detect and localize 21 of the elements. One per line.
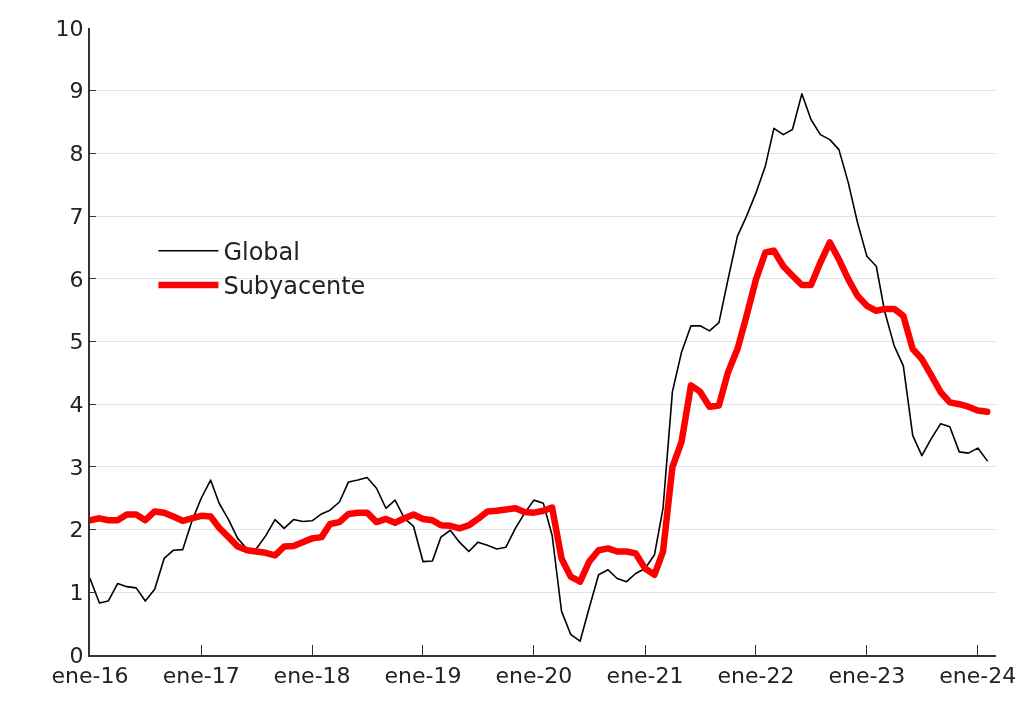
x-tick-label: ene-23 [828,663,906,689]
legend-label: Global [223,238,300,267]
x-tick-label: ene-17 [162,663,240,689]
y-tick-label: 9 [69,78,84,104]
x-tick-label: ene-20 [495,663,573,689]
y-tick-label: 5 [69,329,84,355]
y-tick-label: 4 [69,391,84,417]
legend-label: Subyacente [223,272,366,301]
line-series [90,93,988,643]
x-tick-label: ene-19 [384,663,462,689]
x-tick-label: ene-22 [717,663,795,689]
y-tick-label: 3 [69,454,84,480]
x-tick-label: ene-24 [939,663,1017,689]
y-tick-label: 1 [69,580,84,605]
x-tick-label: ene-18 [273,663,351,689]
y-tick-label: 7 [69,203,84,229]
x-tick-label: ene-21 [606,663,684,689]
y-tick-label: 2 [69,517,84,543]
y-tick-label: 6 [69,266,84,292]
y-tick-label: 10 [55,15,84,41]
y-tick-label: 8 [69,141,84,167]
